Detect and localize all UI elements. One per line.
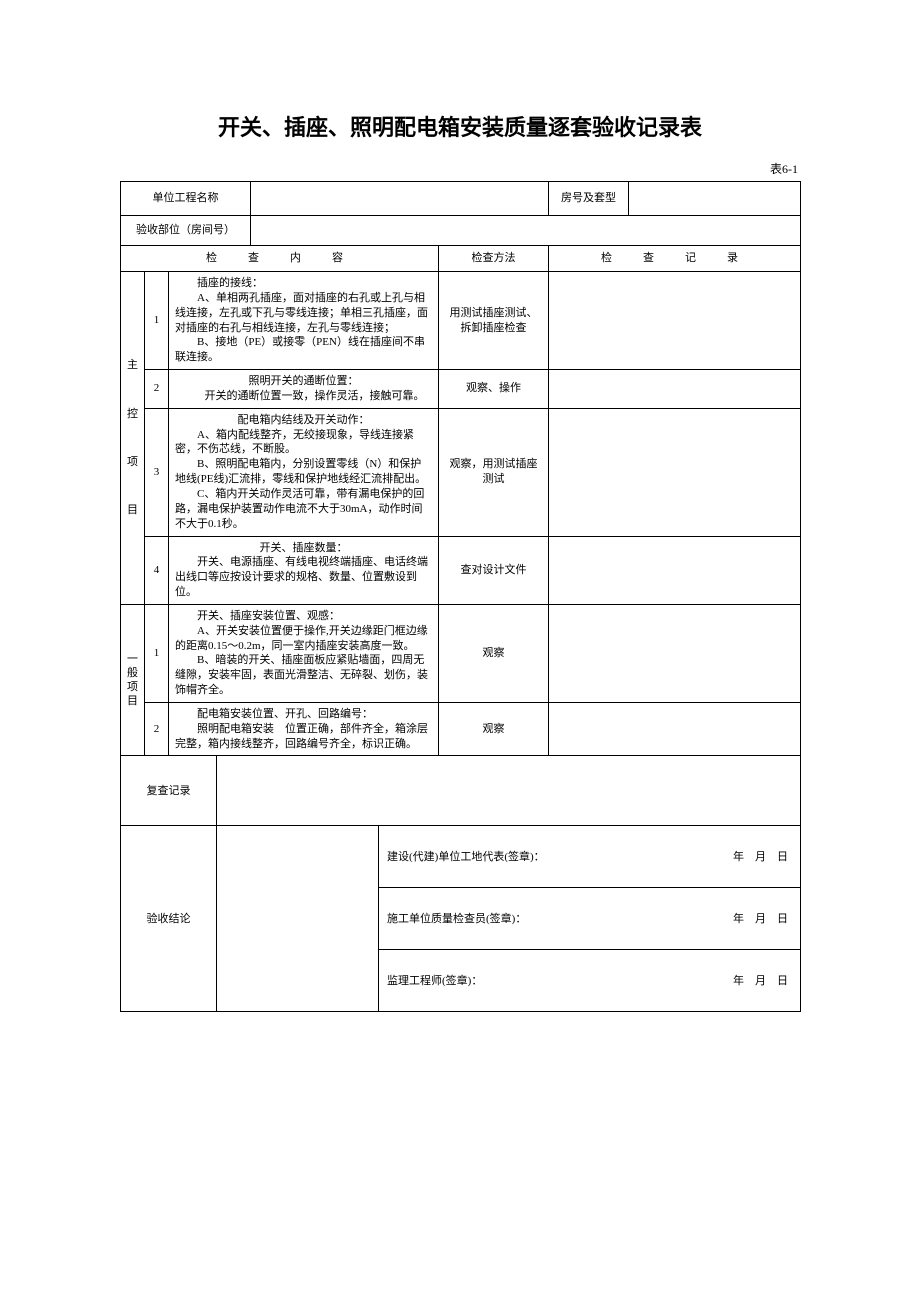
- conclusion-value[interactable]: [217, 826, 379, 1012]
- accept-part-label: 验收部位（房间号）: [121, 216, 251, 246]
- table-row: 一般项目 1 开关、插座安装位置、观感： A、开关安装位置便于操作,开关边缘距门…: [121, 604, 801, 702]
- column-header-row: 检 查 内 容 检查方法 检 查 记 录: [121, 246, 801, 272]
- header-row-part: 验收部位（房间号）: [121, 216, 801, 246]
- document-title: 开关、插座、照明配电箱安装质量逐套验收记录表: [120, 110, 800, 142]
- table-row: 4 开关、插座数量： 开关、电源插座、有线电视终端插座、电话终端出线口等应按设计…: [121, 536, 801, 604]
- item-method: 观察: [439, 702, 549, 756]
- conclusion-label: 验收结论: [121, 826, 217, 1012]
- item-no: 2: [145, 370, 169, 409]
- room-type-value[interactable]: [629, 182, 801, 216]
- recheck-row: 复查记录: [121, 756, 801, 826]
- builder-signature[interactable]: 建设(代建)单位工地代表(签章)： 年 月 日: [379, 826, 801, 888]
- table-row: 2 照明开关的通断位置： 开关的通断位置一致，操作灵活，接触可靠。 观察、操作: [121, 370, 801, 409]
- table-number: 表6-1: [120, 160, 800, 177]
- project-name-label: 单位工程名称: [121, 182, 251, 216]
- item-no: 2: [145, 702, 169, 756]
- recheck-value[interactable]: [217, 756, 801, 826]
- item-no: 1: [145, 272, 169, 370]
- item-content: 照明开关的通断位置： 开关的通断位置一致，操作灵活，接触可靠。: [169, 370, 439, 409]
- item-content: 配电箱内结线及开关动作： A、箱内配线整齐，无绞接现象，导线连接紧密，不伤芯线，…: [169, 408, 439, 536]
- category-main: 主 控 项 目: [121, 272, 145, 605]
- table-row: 主 控 项 目 1 插座的接线： A、单相两孔插座，面对插座的右孔或上孔与相线连…: [121, 272, 801, 370]
- contractor-signature[interactable]: 施工单位质量检查员(签章)： 年 月 日: [379, 888, 801, 950]
- header-row-project: 单位工程名称 房号及套型: [121, 182, 801, 216]
- item-no: 4: [145, 536, 169, 604]
- item-content: 开关、插座数量： 开关、电源插座、有线电视终端插座、电话终端出线口等应按设计要求…: [169, 536, 439, 604]
- item-method: 观察，用测试插座测试: [439, 408, 549, 536]
- room-type-label: 房号及套型: [549, 182, 629, 216]
- item-no: 3: [145, 408, 169, 536]
- signature-row-builder: 验收结论 建设(代建)单位工地代表(签章)： 年 月 日: [121, 826, 801, 888]
- item-record[interactable]: [549, 536, 801, 604]
- item-record[interactable]: [549, 702, 801, 756]
- table-row: 2 配电箱安装位置、开孔、回路编号： 照明配电箱安装 位置正确，部件齐全，箱涂层…: [121, 702, 801, 756]
- accept-part-value[interactable]: [251, 216, 801, 246]
- table-row: 3 配电箱内结线及开关动作： A、箱内配线整齐，无绞接现象，导线连接紧密，不伤芯…: [121, 408, 801, 536]
- item-record[interactable]: [549, 370, 801, 409]
- item-content: 开关、插座安装位置、观感： A、开关安装位置便于操作,开关边缘距门框边缘的距离0…: [169, 604, 439, 702]
- item-record[interactable]: [549, 604, 801, 702]
- supervisor-signature[interactable]: 监理工程师(签章)： 年 月 日: [379, 950, 801, 1012]
- item-no: 1: [145, 604, 169, 702]
- item-record[interactable]: [549, 272, 801, 370]
- inspection-table: 单位工程名称 房号及套型 验收部位（房间号） 检 查 内 容 检查方法 检 查 …: [120, 181, 801, 1012]
- category-general: 一般项目: [121, 604, 145, 756]
- item-record[interactable]: [549, 408, 801, 536]
- page-container: 开关、插座、照明配电箱安装质量逐套验收记录表 表6-1 单位工程名称 房号及套型…: [0, 0, 920, 1072]
- project-name-value[interactable]: [251, 182, 549, 216]
- item-method: 查对设计文件: [439, 536, 549, 604]
- recheck-label: 复查记录: [121, 756, 217, 826]
- col-content-header: 检 查 内 容: [121, 246, 439, 272]
- item-method: 观察: [439, 604, 549, 702]
- item-content: 插座的接线： A、单相两孔插座，面对插座的右孔或上孔与相线连接，左孔或下孔与零线…: [169, 272, 439, 370]
- col-method-header: 检查方法: [439, 246, 549, 272]
- item-method: 用测试插座测试、拆卸插座检查: [439, 272, 549, 370]
- item-method: 观察、操作: [439, 370, 549, 409]
- item-content: 配电箱安装位置、开孔、回路编号： 照明配电箱安装 位置正确，部件齐全，箱涂层完整…: [169, 702, 439, 756]
- col-record-header: 检 查 记 录: [549, 246, 801, 272]
